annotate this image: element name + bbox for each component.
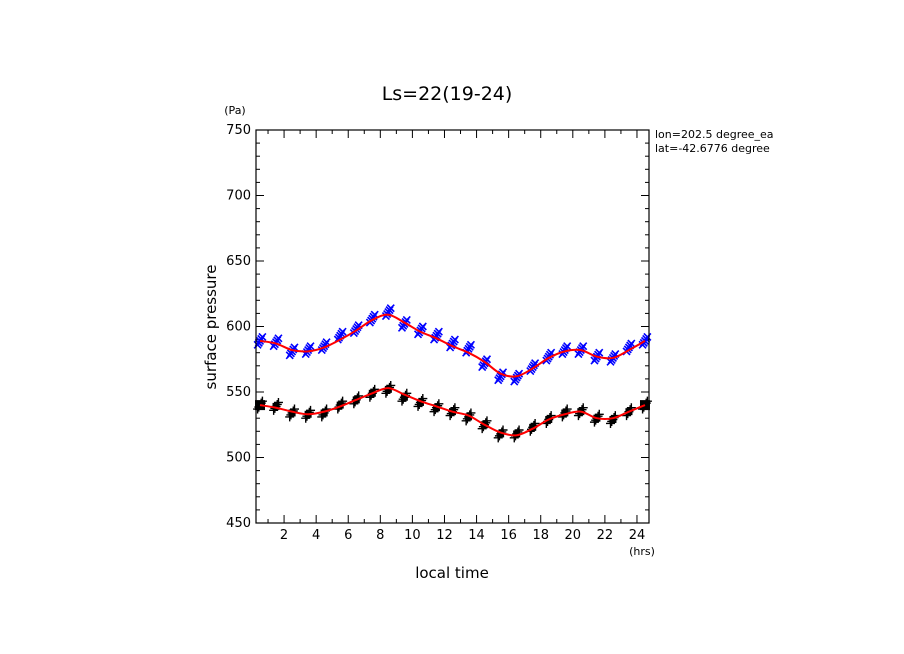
x-tick-label: 6	[344, 528, 352, 543]
annotation-clip	[780, 128, 904, 158]
data-point-x	[595, 348, 604, 357]
data-point-square	[432, 404, 440, 412]
plot-frame	[255, 129, 650, 524]
y-tick-label: 750	[226, 123, 251, 138]
x-tick-label: 18	[532, 528, 549, 543]
y-tick-label: 450	[226, 516, 251, 531]
data-point-square	[336, 401, 344, 409]
data-point-square	[561, 409, 569, 417]
data-point-square	[400, 393, 408, 401]
y-unit-label: (Pa)	[224, 104, 245, 117]
y-tick-label: 500	[226, 451, 251, 466]
data-point-square	[288, 409, 296, 417]
x-tick-label: 16	[500, 528, 517, 543]
y-tick-label: 650	[226, 254, 251, 269]
y-tick-label: 700	[226, 189, 251, 204]
data-point-x	[579, 342, 588, 351]
data-point-x	[434, 327, 443, 336]
data-point-x	[643, 332, 652, 342]
x-tick-label: 4	[312, 528, 320, 543]
y-tick-label: 600	[226, 320, 251, 335]
y-tick-label: 550	[226, 385, 251, 400]
x-tick-label: 8	[376, 528, 384, 543]
data-point-x	[627, 339, 636, 348]
x-tick-label: 24	[629, 528, 646, 543]
data-point-x	[338, 327, 347, 336]
data-point-x	[466, 340, 476, 349]
annotation-lon: lon=202.5 degree_ea	[655, 128, 774, 141]
data-point-square	[320, 409, 328, 417]
annotation-lat: lat=-42.6776 degree	[655, 142, 770, 155]
data-point-x	[306, 342, 315, 351]
fit-line	[259, 313, 646, 378]
x-tick-label: 14	[468, 528, 485, 543]
data-point-square	[272, 402, 280, 410]
data-point-square	[513, 430, 521, 438]
data-point-square	[416, 398, 424, 406]
data-marks	[253, 304, 652, 443]
x-tick-label: 20	[565, 528, 582, 543]
data-point-square	[497, 430, 505, 438]
x-tick-label: 2	[280, 528, 288, 543]
data-point-square	[465, 413, 473, 421]
x-tick-label: 12	[436, 528, 453, 543]
fit-line	[259, 387, 646, 437]
data-point-square	[384, 385, 392, 393]
data-point-x	[274, 334, 283, 343]
data-point-x	[418, 322, 427, 331]
x-tick-label: 10	[404, 528, 421, 543]
data-point-x	[563, 342, 572, 351]
x-unit-label: (hrs)	[629, 545, 655, 558]
data-point-x	[450, 335, 459, 344]
data-point-square	[529, 423, 537, 431]
data-point-x	[386, 304, 395, 313]
x-tick-label: 22	[597, 528, 614, 543]
data-point-square	[609, 416, 617, 424]
x-axis-label: local time	[415, 564, 489, 582]
chart-title: Ls=22(19-24)	[382, 83, 513, 105]
data-point-x	[258, 332, 267, 342]
y-axis-label: surface pressure	[202, 265, 220, 390]
